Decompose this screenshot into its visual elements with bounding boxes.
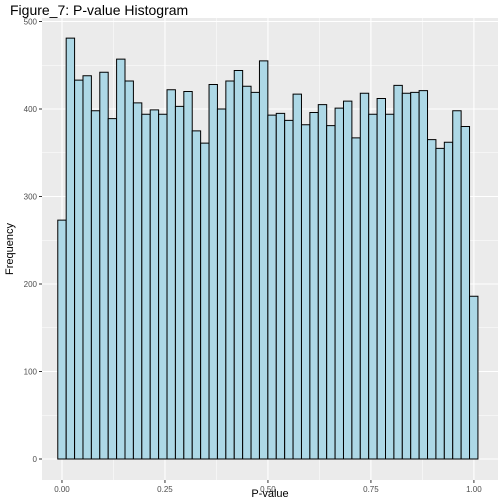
x-axis-label: P-value [251, 488, 288, 500]
histogram-bar [116, 58, 126, 460]
histogram-bar [317, 104, 328, 460]
histogram-bar [216, 108, 227, 460]
y-tick-label: 200 [24, 280, 38, 289]
histogram-bar [284, 119, 294, 460]
histogram-bar [427, 139, 437, 460]
histogram-bar [225, 80, 235, 460]
histogram-bar [258, 60, 269, 460]
histogram-bar [435, 147, 445, 460]
y-tick-label: 100 [24, 368, 38, 377]
histogram-bar [410, 91, 420, 460]
histogram-bar [309, 112, 319, 460]
y-axis-label: Frequency [4, 223, 16, 275]
histogram-bar [368, 113, 378, 460]
histogram-bar [208, 84, 218, 460]
histogram-bar [99, 71, 109, 460]
x-tick-label: 0.00 [54, 485, 70, 494]
y-tick-label: 500 [24, 18, 38, 27]
histogram-bar [57, 219, 67, 460]
histogram-bar [132, 102, 143, 460]
x-tick-label: 0.25 [157, 485, 173, 494]
histogram-bar [242, 85, 252, 460]
histogram-bar [267, 114, 277, 460]
histogram-bar [183, 91, 193, 460]
histogram-bar [351, 137, 361, 460]
x-tick-label: 1.00 [466, 485, 482, 494]
histogram-bar [200, 142, 210, 460]
histogram-bar [174, 105, 185, 460]
x-tick-label: 0.75 [363, 485, 379, 494]
histogram-bar [292, 93, 302, 460]
histogram-bar [326, 125, 336, 460]
histogram-bar [460, 126, 471, 460]
histogram-bar [74, 79, 84, 460]
histogram-bar [166, 89, 176, 460]
histogram-bar [385, 113, 395, 460]
histogram-bar [107, 118, 118, 460]
histogram-bar [275, 112, 286, 460]
y-tick-label: 400 [24, 105, 38, 114]
histogram-bar [300, 124, 311, 460]
histogram-bar [401, 92, 412, 460]
histogram-bar [65, 37, 76, 460]
histogram-bars [57, 37, 479, 460]
histogram-bar [452, 110, 462, 460]
histogram-bar [149, 109, 160, 460]
histogram-bar [90, 110, 101, 460]
chart-title: Figure_7: P-value Histogram [10, 2, 189, 18]
histogram-bar [334, 107, 344, 460]
histogram-bar [82, 75, 92, 460]
histogram-bar [141, 113, 151, 460]
x-axis: 0.00 0.25 0.50 0.75 1.00 [54, 480, 482, 494]
y-tick-label: 300 [24, 193, 38, 202]
histogram-bar [233, 70, 244, 460]
histogram-bar [418, 90, 429, 460]
histogram-bar [158, 113, 168, 460]
histogram-bar [250, 91, 260, 460]
histogram-bar [124, 80, 134, 460]
histogram-bar [359, 92, 370, 460]
histogram-bar [342, 100, 353, 460]
histogram-bar [443, 141, 454, 460]
x-tick-label: 0.50 [260, 485, 276, 494]
y-axis: 0 100 200 300 400 500 [24, 18, 42, 464]
histogram-bar [191, 130, 202, 460]
histogram-bar [376, 98, 387, 460]
histogram-bar [469, 295, 479, 460]
y-tick-label: 0 [33, 455, 38, 464]
histogram-bar [393, 84, 403, 460]
